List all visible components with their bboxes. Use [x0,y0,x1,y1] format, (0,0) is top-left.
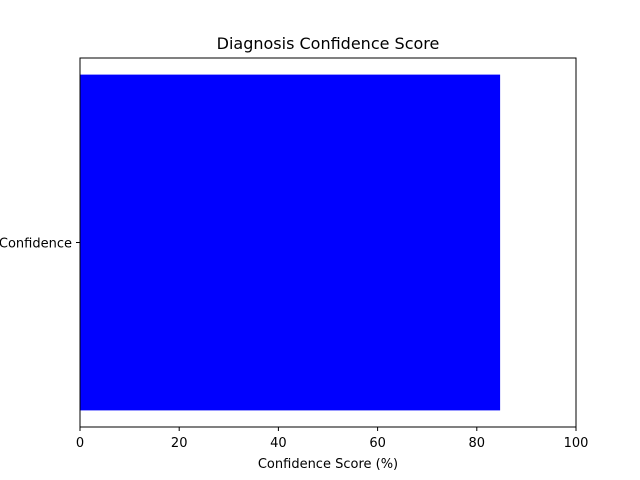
x-tick-label: 80 [469,436,486,451]
plot-area [80,74,501,411]
x-tick-label: 20 [171,436,188,451]
bar-confidence [80,74,501,411]
x-axis-label: Confidence Score (%) [258,457,398,472]
chart-title: Diagnosis Confidence Score [217,34,440,53]
x-tick-label: 40 [270,436,287,451]
x-tick-label: 0 [76,436,84,451]
y-tick-label: Confidence [0,237,72,252]
x-tick-label: 60 [369,436,386,451]
x-tick-label: 100 [564,436,589,451]
